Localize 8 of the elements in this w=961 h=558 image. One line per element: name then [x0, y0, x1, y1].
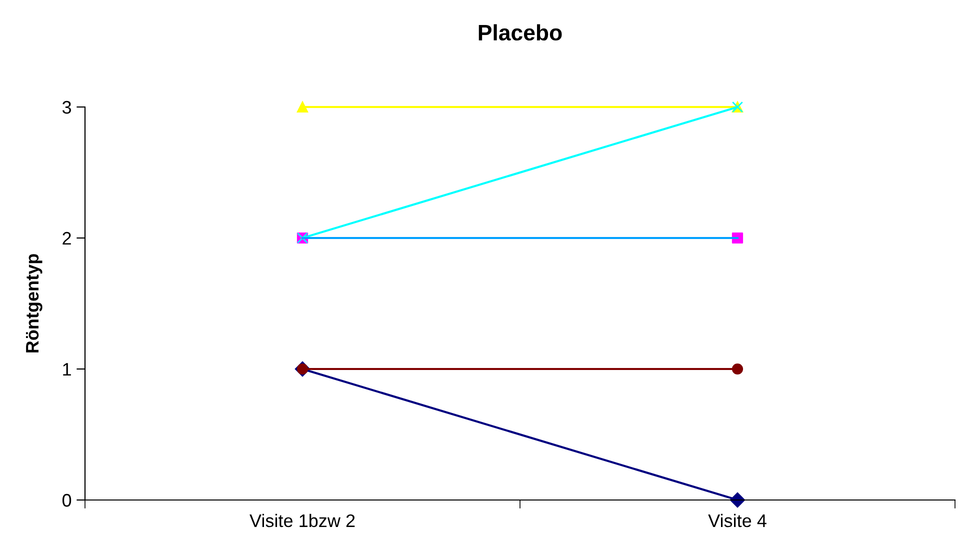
chart-title: Placebo — [478, 24, 562, 41]
y-axis-title: Röntgentyp — [26, 254, 42, 352]
y-tick-label: 2 — [62, 232, 71, 245]
y-tick-label: 1 — [63, 363, 71, 376]
x-tick-label: Visite 4 — [708, 514, 766, 528]
x-tick-label: Visite 1bzw 2 — [250, 514, 355, 528]
y-tick-label: 0 — [62, 494, 72, 507]
y-tick-label: 3 — [62, 100, 72, 114]
